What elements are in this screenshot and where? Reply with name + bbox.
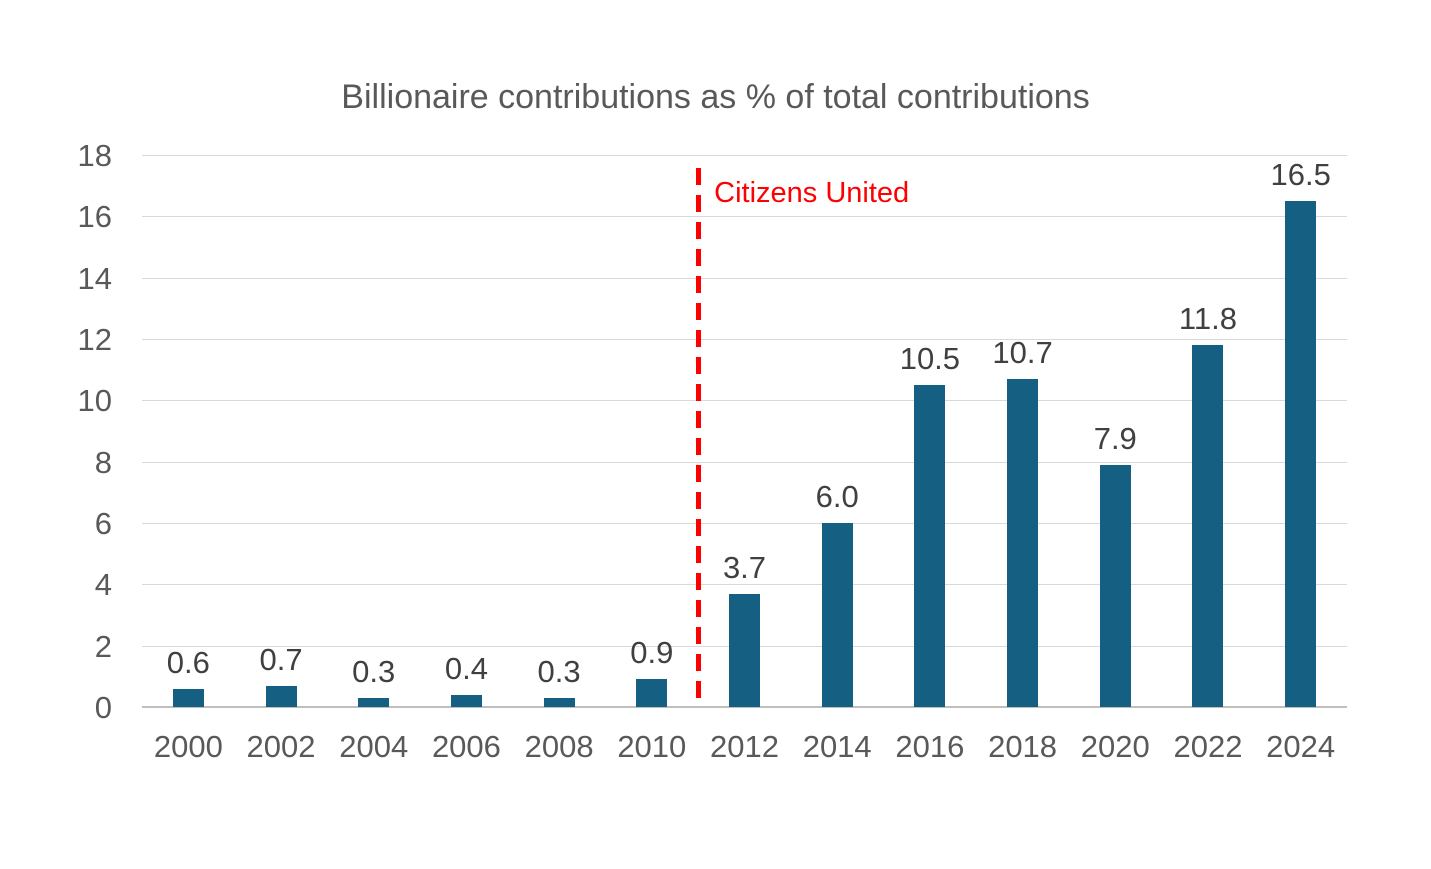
x-tick-label: 2020: [1080, 729, 1150, 764]
bar-2006: [450, 694, 482, 707]
bar-2018: [1007, 378, 1039, 707]
bar-value-label: 0.6: [166, 644, 210, 680]
bar-value-label: 7.9: [1093, 420, 1137, 456]
y-tick-label: 14: [77, 260, 112, 296]
bar-value-label: 0.9: [630, 635, 674, 671]
bar-2008: [543, 697, 575, 707]
x-tick-label: 2024: [1266, 729, 1336, 764]
chart-title: Billionaire contributions as % of total …: [341, 78, 1090, 116]
gridline: [142, 277, 1347, 279]
y-tick-label: 4: [94, 567, 112, 603]
y-tick-label: 18: [77, 138, 112, 173]
bar-2014: [821, 523, 853, 707]
gridline: [142, 155, 1347, 156]
bar-value-label: 6.0: [815, 479, 859, 514]
x-tick-label: 2008: [524, 729, 594, 764]
y-tick-label: 6: [94, 506, 112, 541]
x-tick-label: 2006: [431, 729, 501, 764]
y-tick-label: 16: [77, 199, 112, 235]
bar-value-label: 0.7: [259, 641, 303, 677]
bar-2010: [636, 679, 668, 707]
plot-area: 0.6 0.7 0.3 0.4 0.3 0.9 3.7 6.0 10.5 10.7 7.9 11.8 1…: [142, 155, 1347, 708]
x-tick-label: 2010: [617, 729, 687, 764]
bar-value-label: 11.8: [1178, 301, 1237, 337]
x-tick-label: 2016: [895, 729, 965, 764]
gridline: [142, 216, 1347, 218]
bar-2000: [172, 688, 204, 707]
bar-value-label: 0.3: [352, 653, 396, 689]
y-tick-label: 0: [94, 690, 112, 725]
bar-value-label: 10.7: [992, 334, 1053, 370]
bar-2022: [1192, 345, 1224, 707]
bar-2016: [914, 385, 946, 707]
citizens-united-label: Citizens United: [714, 177, 910, 209]
x-tick-label: 2022: [1173, 729, 1243, 764]
x-tick-label: 2004: [339, 729, 409, 764]
x-axis-line: [142, 706, 1347, 708]
citizens-united-line: [695, 168, 701, 707]
y-tick-label: 8: [94, 444, 112, 480]
bar-value-label: 0.3: [537, 653, 581, 689]
gridline: [142, 339, 1347, 340]
x-tick-label: 2018: [988, 729, 1058, 764]
bar-value-label: 0.4: [444, 650, 488, 686]
bar-2020: [1099, 464, 1131, 707]
x-tick-label: 2012: [710, 729, 779, 764]
bar-2004: [358, 697, 390, 707]
x-tick-label: 2000: [153, 729, 223, 764]
gridline: [142, 461, 1347, 463]
gridline: [142, 400, 1347, 402]
y-tick-label: 12: [77, 322, 112, 357]
bar-value-label: 16.5: [1270, 157, 1331, 192]
gridline: [142, 584, 1347, 586]
y-tick-label: 2: [94, 628, 112, 664]
bar-value-label: 10.5: [899, 341, 961, 376]
y-tick-label: 10: [77, 383, 112, 419]
bar-2002: [265, 685, 297, 707]
bar-value-label: 3.7: [722, 549, 767, 585]
x-tick-label: 2002: [246, 729, 316, 764]
bar-2012: [729, 593, 760, 707]
gridline: [142, 523, 1347, 524]
x-tick-label: 2014: [802, 729, 872, 764]
bar-2024: [1285, 201, 1317, 707]
